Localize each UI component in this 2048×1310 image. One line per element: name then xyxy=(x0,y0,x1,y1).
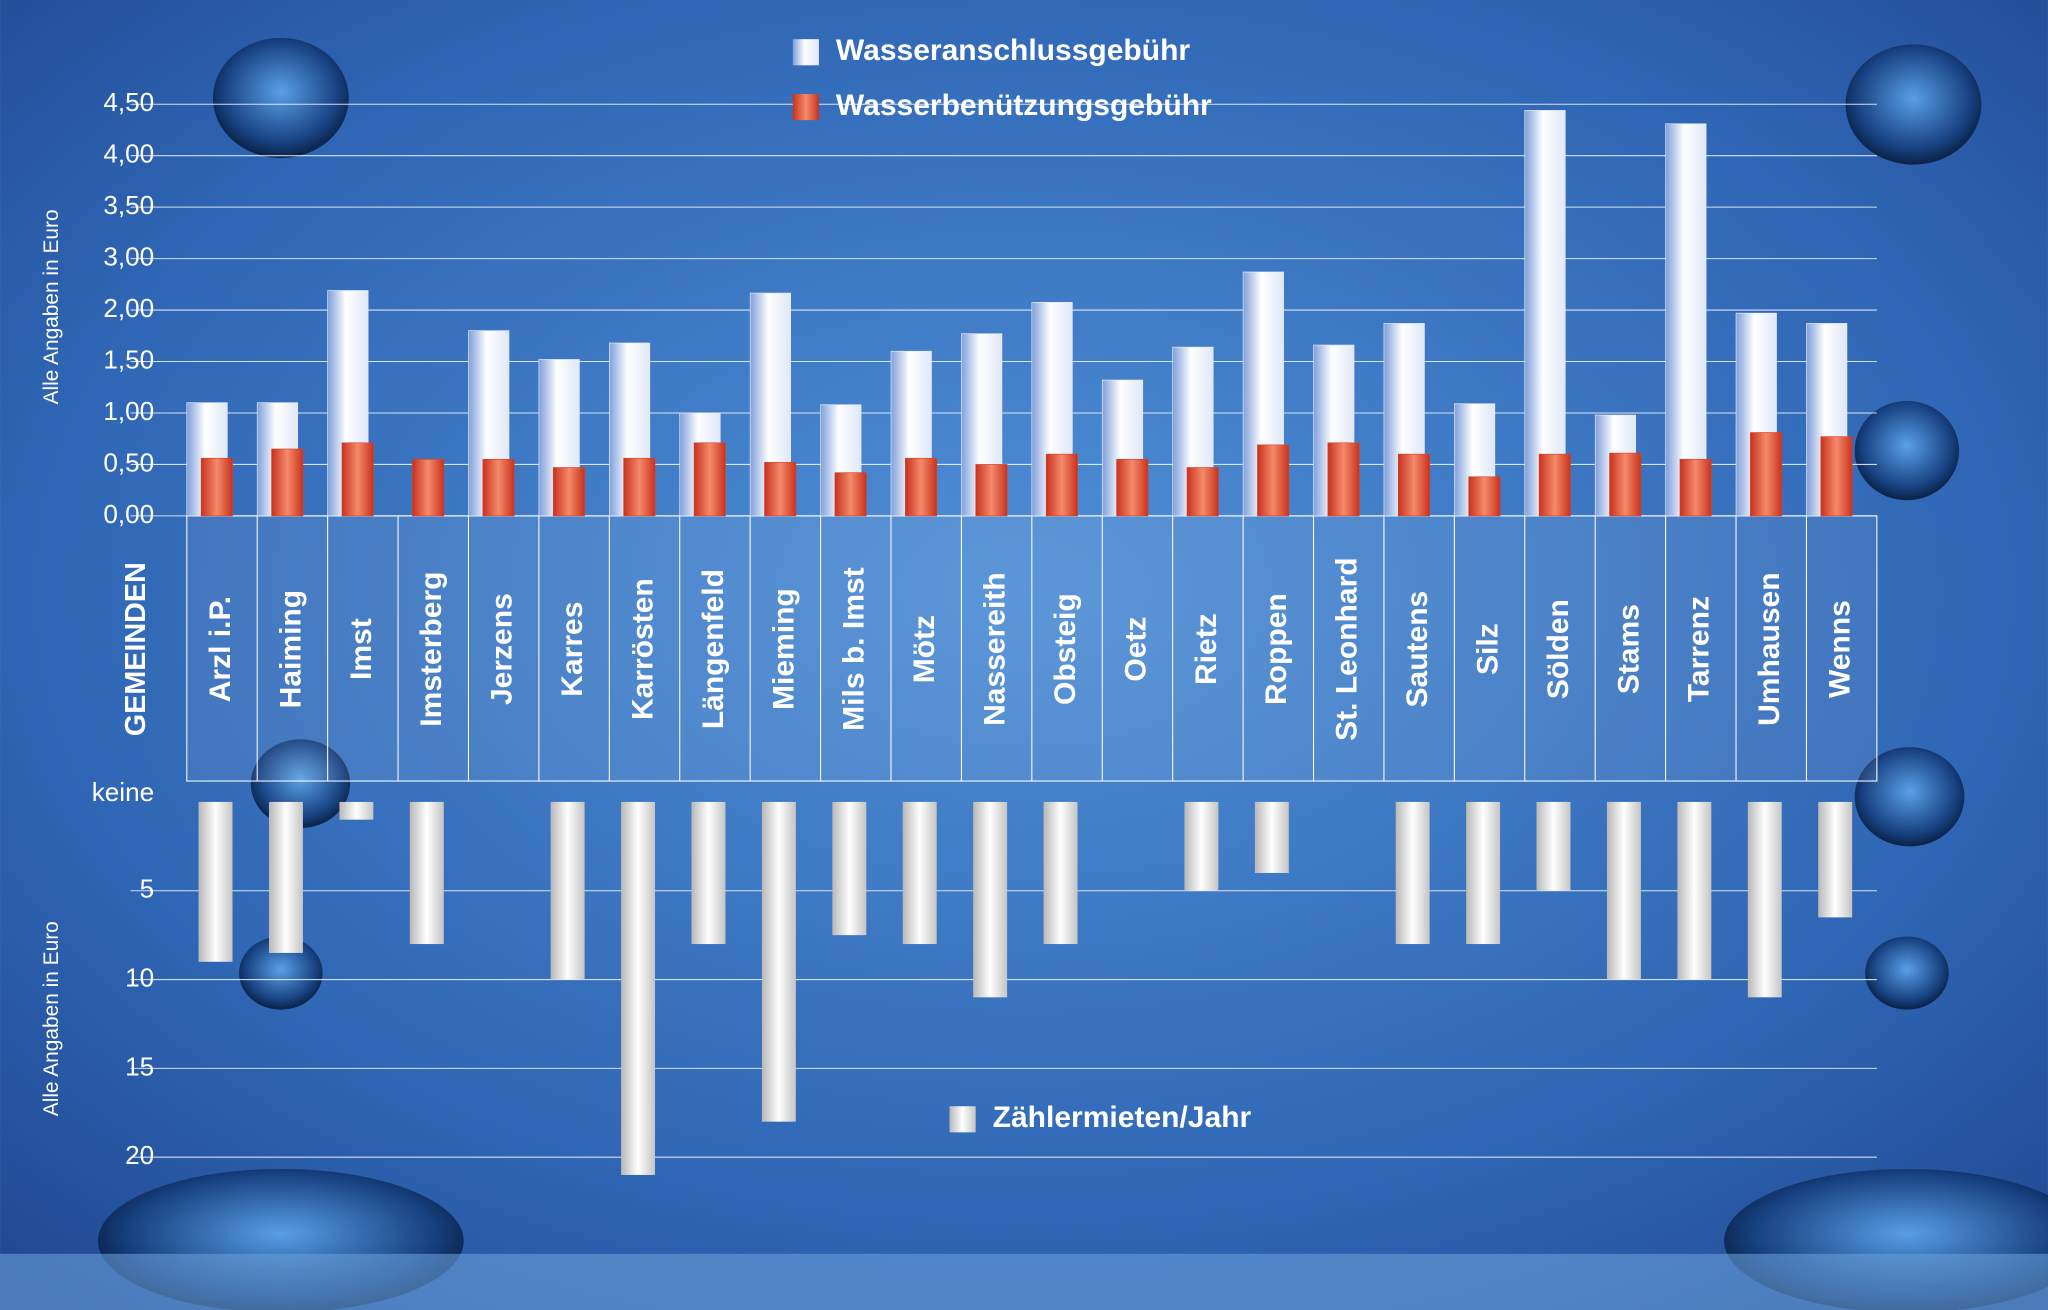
bar xyxy=(621,801,656,1175)
bar xyxy=(409,801,444,945)
bar xyxy=(482,458,515,517)
bar xyxy=(975,464,1008,517)
bar xyxy=(1750,432,1783,517)
bar xyxy=(1043,801,1078,945)
bar xyxy=(1536,801,1571,891)
bar xyxy=(902,801,937,945)
x-tick-label: Imsterberg xyxy=(415,572,448,727)
legend-label: Zählermieten/Jahr xyxy=(993,1101,1252,1134)
bar xyxy=(550,801,585,980)
bar xyxy=(198,801,233,962)
bar xyxy=(764,462,797,517)
bar xyxy=(1609,452,1642,517)
y-tick-label: keine xyxy=(92,777,154,807)
bar xyxy=(1466,801,1501,945)
x-tick-label: Karrösten xyxy=(626,578,659,720)
legend-label: Wasseranschlussgebühr xyxy=(836,34,1191,67)
bar xyxy=(1184,801,1219,891)
y-tick-label: 1,00 xyxy=(103,396,154,426)
bar xyxy=(691,801,726,945)
decoration xyxy=(0,37,2048,1310)
bar xyxy=(341,442,374,517)
x-tick-label: Mieming xyxy=(767,588,800,710)
x-tick-label: Jerzens xyxy=(486,593,519,705)
bar xyxy=(1397,453,1430,517)
x-tick-label: Haiming xyxy=(274,590,307,708)
x-tick-label: Oetz xyxy=(1119,617,1152,682)
bar xyxy=(1045,453,1078,517)
y-tick-label: 4,50 xyxy=(103,87,154,117)
y-tick-label: 1,50 xyxy=(103,344,154,374)
x-tick-label: Imst xyxy=(345,618,378,680)
x-axis-label: GEMEINDEN xyxy=(120,562,152,736)
y-tick-label: 3,00 xyxy=(103,242,154,272)
y-tick-label: 15 xyxy=(125,1051,154,1081)
bar xyxy=(200,457,233,517)
y-axis-label: Alle Angaben in Euro xyxy=(40,921,63,1116)
y-tick-label: 3,50 xyxy=(103,190,154,220)
x-tick-label: Mils b. Imst xyxy=(838,567,871,730)
x-tick-label: Sölden xyxy=(1542,599,1575,699)
bar xyxy=(268,801,303,953)
bar xyxy=(339,801,374,820)
x-tick-label: Karres xyxy=(556,602,589,697)
bar xyxy=(761,801,796,1122)
x-tick-label: Obsteig xyxy=(1049,593,1082,705)
x-tick-label: Nassereith xyxy=(979,572,1012,726)
bar xyxy=(1665,123,1707,517)
y-tick-label: 0,00 xyxy=(103,499,154,529)
bar xyxy=(1186,467,1219,517)
y-tick-label: 4,00 xyxy=(103,139,154,169)
bar xyxy=(832,801,867,936)
bar xyxy=(1257,444,1290,517)
bar xyxy=(271,448,304,517)
x-tick-label: Arzl i.P. xyxy=(204,596,237,702)
bar xyxy=(834,472,867,517)
y-tick-label: 5 xyxy=(140,874,155,904)
x-tick-label: Rietz xyxy=(1190,613,1223,685)
x-tick-label: Längenfeld xyxy=(697,569,730,729)
bar xyxy=(1254,801,1289,873)
x-tick-label: Stams xyxy=(1612,604,1645,694)
bar xyxy=(1606,801,1641,980)
bar xyxy=(1820,436,1853,517)
y-tick-label: 2,00 xyxy=(103,293,154,323)
bar xyxy=(1747,801,1782,998)
bar xyxy=(1677,801,1712,980)
x-tick-label: Mötz xyxy=(908,615,941,683)
x-tick-label: St. Leonhard xyxy=(1331,557,1364,740)
bar xyxy=(1327,442,1360,517)
bar xyxy=(1538,453,1571,517)
y-tick-label: 20 xyxy=(125,1140,154,1170)
y-tick-label: 10 xyxy=(125,962,154,992)
x-tick-label: Wenns xyxy=(1824,600,1857,698)
bar xyxy=(1818,801,1853,918)
bar xyxy=(412,458,445,517)
x-tick-label: Roppen xyxy=(1260,593,1293,705)
bar xyxy=(623,457,656,517)
legend-label: Wasserbenützungsgebühr xyxy=(836,89,1212,122)
y-axis-label: Alle Angaben in Euro xyxy=(40,209,63,404)
bar xyxy=(1116,458,1149,517)
bar xyxy=(1679,458,1712,517)
x-tick-label: Umhausen xyxy=(1753,572,1786,725)
bar xyxy=(1395,801,1430,945)
bar xyxy=(905,457,938,517)
legend-swatch xyxy=(792,94,819,121)
x-tick-label: Sautens xyxy=(1401,591,1434,708)
bar xyxy=(552,467,585,517)
bar xyxy=(973,801,1008,998)
legend-swatch xyxy=(792,39,819,66)
y-tick-label: 0,50 xyxy=(103,447,154,477)
bar xyxy=(1468,476,1501,517)
legend-swatch xyxy=(949,1106,976,1133)
x-tick-label: Silz xyxy=(1472,623,1505,675)
bar xyxy=(693,442,726,517)
x-tick-label: Tarrenz xyxy=(1683,596,1716,702)
